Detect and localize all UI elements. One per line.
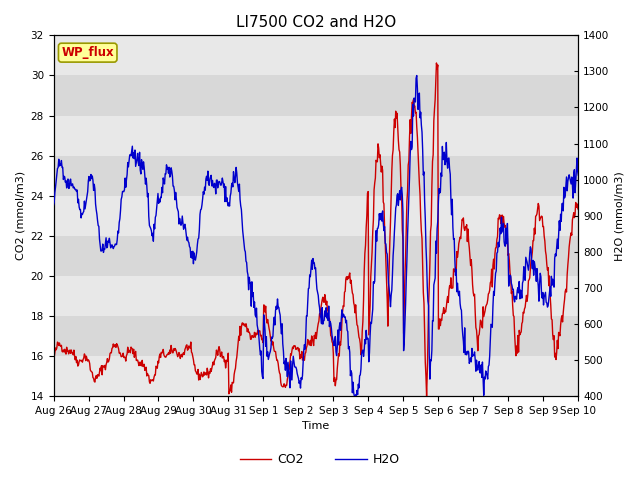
CO2 <box>82 358 90 363</box>
X-axis label: Time: Time <box>302 421 330 432</box>
Title: LI7500 CO2 and H2O: LI7500 CO2 and H2O <box>236 15 396 30</box>
H2O <box>351 393 358 399</box>
CO2 <box>575 207 582 213</box>
H2O <box>369 306 376 312</box>
Legend: CO2, H2O: CO2, H2O <box>235 448 405 471</box>
CO2 <box>433 60 440 66</box>
Text: WP_flux: WP_flux <box>61 46 114 59</box>
Bar <box>54 116 579 156</box>
Bar <box>54 276 579 316</box>
H2O <box>82 202 90 207</box>
CO2 <box>423 393 431 399</box>
H2O <box>385 280 392 286</box>
Y-axis label: H2O (mmol/m3): H2O (mmol/m3) <box>615 171 625 261</box>
Bar <box>54 36 579 75</box>
CO2 <box>449 285 457 291</box>
CO2 <box>368 249 376 255</box>
H2O <box>449 225 457 230</box>
Bar <box>54 196 579 236</box>
Bar <box>54 356 579 396</box>
H2O <box>413 72 420 78</box>
Y-axis label: CO2 (mmol/m3): CO2 (mmol/m3) <box>15 171 25 260</box>
H2O <box>503 241 511 247</box>
Line: CO2: CO2 <box>54 63 579 396</box>
CO2 <box>50 356 58 362</box>
H2O <box>50 202 58 208</box>
CO2 <box>355 329 362 335</box>
H2O <box>575 172 582 178</box>
Line: H2O: H2O <box>54 75 579 396</box>
CO2 <box>384 323 392 329</box>
CO2 <box>503 237 511 243</box>
H2O <box>355 385 363 391</box>
